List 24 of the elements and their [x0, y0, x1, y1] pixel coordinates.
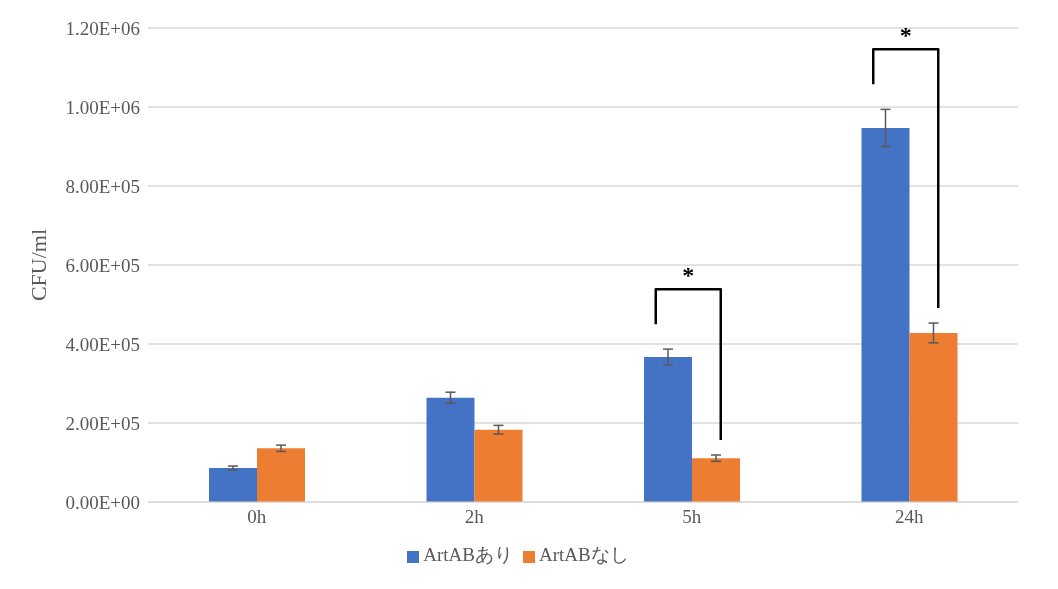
annotation: *: [682, 262, 695, 289]
y-tick-label: 6.00E+05: [65, 254, 140, 276]
bar: [474, 429, 523, 502]
bar: [209, 468, 257, 502]
bar: [909, 332, 958, 502]
x-tick-label: 0h: [247, 506, 267, 528]
legend-label: ArtABあり: [423, 544, 513, 565]
x-tick-label: 24h: [895, 506, 924, 528]
y-tick-label: 2.00E+05: [65, 412, 140, 434]
bar: [426, 397, 475, 502]
x-tick-label: 5h: [682, 506, 702, 528]
y-tick-label: 4.00E+05: [65, 333, 140, 355]
bar: [861, 127, 910, 502]
legend-label: ArtABなし: [539, 544, 629, 565]
y-tick-label: 1.20E+06: [65, 17, 140, 39]
bar: [692, 458, 740, 502]
bar: [644, 357, 692, 502]
annotation: *: [899, 22, 912, 49]
bar: [257, 448, 305, 502]
y-tick-label: 0.00E+00: [65, 491, 140, 513]
y-tick-label: 1.00E+06: [65, 96, 140, 118]
y-axis-title: CFU/ml: [25, 228, 51, 302]
y-tick-label: 8.00E+05: [65, 175, 140, 197]
x-tick-label: 2h: [464, 506, 485, 528]
